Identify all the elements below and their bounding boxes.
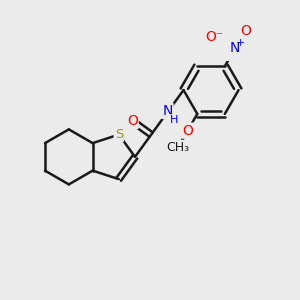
- Text: O⁻: O⁻: [206, 30, 224, 44]
- Text: CH₃: CH₃: [167, 141, 190, 154]
- Text: H: H: [170, 115, 178, 125]
- Text: O: O: [127, 114, 138, 128]
- Text: O: O: [182, 124, 193, 138]
- Text: N: N: [162, 104, 172, 118]
- Text: N: N: [230, 41, 240, 56]
- Text: +: +: [236, 38, 245, 48]
- Text: O: O: [240, 23, 251, 38]
- Text: S: S: [115, 128, 123, 141]
